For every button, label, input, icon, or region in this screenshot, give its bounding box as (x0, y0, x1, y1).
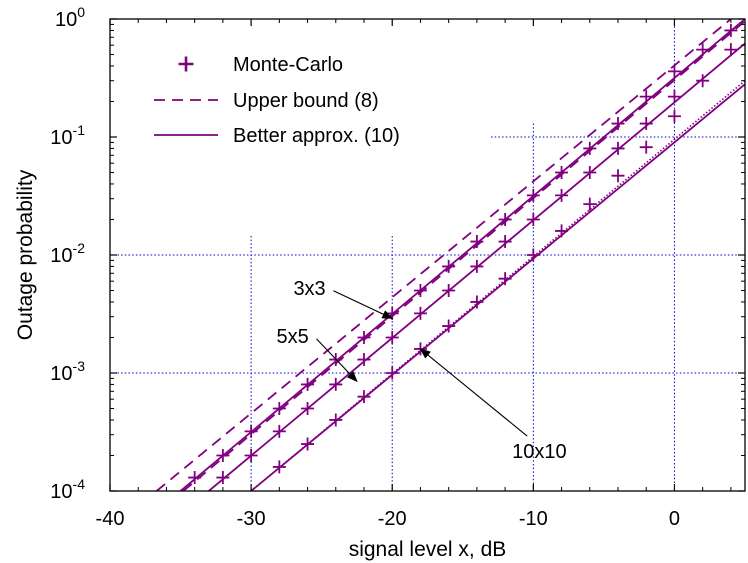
y-tick-label: 10-3 (50, 358, 85, 385)
monte-carlo-point-10x10 (301, 437, 315, 451)
monte-carlo-point-3x3 (667, 64, 681, 78)
approx-line-10x10 (250, 83, 745, 491)
monte-carlo-point-10x10 (611, 169, 625, 183)
monte-carlo-point-10x10 (385, 366, 399, 380)
upper-bound-line-3x3 (155, 19, 732, 491)
annotation-arrow-3x3 (333, 290, 394, 319)
annotation-arrow-10x10 (419, 348, 528, 437)
x-tick-label: -30 (237, 508, 266, 530)
monte-carlo-point-3x3 (272, 402, 286, 416)
monte-carlo-point-10x10 (526, 248, 540, 262)
plot-frame (109, 18, 746, 492)
monte-carlo-point-5x5 (555, 188, 569, 202)
legend-label: Monte-Carlo (233, 54, 343, 76)
x-tick-label: 0 (669, 508, 680, 530)
monte-carlo-point-3x3 (583, 141, 597, 155)
monte-carlo-point-10x10 (667, 109, 681, 123)
y-axis-label: Outage probability (14, 169, 37, 340)
y-tick-exponent: -4 (73, 476, 86, 492)
y-tick-label: 10-1 (50, 122, 85, 149)
monte-carlo-point-3x3 (555, 166, 569, 180)
y-tick-exponent: -1 (73, 122, 86, 138)
monte-carlo-point-5x5 (385, 330, 399, 344)
annotations: 3x3 5x5 10x10 (277, 278, 567, 463)
monte-carlo-point-3x3 (498, 212, 512, 226)
monte-carlo-point-5x5 (357, 353, 371, 367)
legend-label: Better approx. (10) (233, 125, 400, 147)
plot-area (155, 19, 745, 491)
monte-carlo-point-5x5 (667, 90, 681, 104)
monte-carlo-point-5x5 (470, 259, 484, 273)
grid-lines (110, 19, 745, 491)
annotation-label-10x10: 10x10 (512, 441, 567, 463)
y-tick-base: 10 (50, 481, 72, 503)
annotation-label-3x3: 3x3 (293, 278, 325, 300)
legend: Monte-Carlo Upper bound (8) Better approx.… (154, 54, 400, 147)
monte-carlo-point-5x5 (442, 284, 456, 298)
monte-carlo-point-10x10 (583, 197, 597, 211)
x-axis-label: signal level x, dB (349, 538, 507, 561)
monte-carlo-point-10x10 (442, 319, 456, 333)
approx-line-3x3 (179, 19, 745, 491)
monte-carlo-point-3x3 (526, 188, 540, 202)
monte-carlo-point-5x5 (244, 448, 258, 462)
upper-bound-line-5x5 (182, 20, 745, 491)
monte-carlo-point-10x10 (470, 295, 484, 309)
annotation-arrow-5x5 (316, 338, 358, 383)
monte-carlo-point-10x10 (357, 390, 371, 404)
monte-carlo-point-3x3 (413, 284, 427, 298)
legend-marker-monte-carlo (178, 56, 194, 72)
y-tick-base: 10 (55, 9, 77, 31)
monte-carlo-point-3x3 (639, 90, 653, 104)
monte-carlo-point-5x5 (413, 306, 427, 320)
monte-carlo-point-5x5 (639, 117, 653, 131)
x-tick-label: -40 (96, 508, 125, 530)
annotation-label-5x5: 5x5 (277, 326, 309, 348)
monte-carlo-point-5x5 (611, 141, 625, 155)
y-tick-base: 10 (50, 127, 72, 149)
monte-carlo-point-10x10 (329, 413, 343, 427)
monte-carlo-point-3x3 (724, 23, 738, 37)
y-tick-base: 10 (50, 245, 72, 267)
legend-label: Upper bound (8) (233, 90, 379, 112)
monte-carlo-point-5x5 (272, 424, 286, 438)
monte-carlo-point-5x5 (498, 235, 512, 249)
monte-carlo-point-10x10 (272, 460, 286, 474)
monte-carlo-point-3x3 (696, 43, 710, 57)
monte-carlo-point-5x5 (329, 377, 343, 391)
monte-carlo-point-10x10 (639, 140, 653, 154)
monte-carlo-point-5x5 (301, 402, 315, 416)
y-tick-base: 10 (50, 363, 72, 385)
monte-carlo-point-5x5 (696, 74, 710, 88)
y-tick-label: 10-2 (50, 240, 85, 267)
monte-carlo-point-5x5 (216, 471, 230, 485)
y-tick-label: 100 (55, 4, 85, 31)
y-tick-label: 10-4 (50, 476, 85, 503)
y-tick-exponent: -3 (73, 358, 86, 374)
y-tick-exponent: -2 (73, 240, 86, 256)
y-tick-exponent: 0 (77, 4, 85, 20)
monte-carlo-point-10x10 (498, 272, 512, 286)
monte-carlo-point-5x5 (724, 43, 738, 57)
monte-carlo-point-10x10 (555, 224, 569, 238)
x-tick-label: -10 (519, 508, 548, 530)
monte-carlo-point-5x5 (526, 212, 540, 226)
x-tick-label: -20 (378, 508, 407, 530)
monte-carlo-point-3x3 (357, 330, 371, 344)
monte-carlo-point-5x5 (583, 166, 597, 180)
